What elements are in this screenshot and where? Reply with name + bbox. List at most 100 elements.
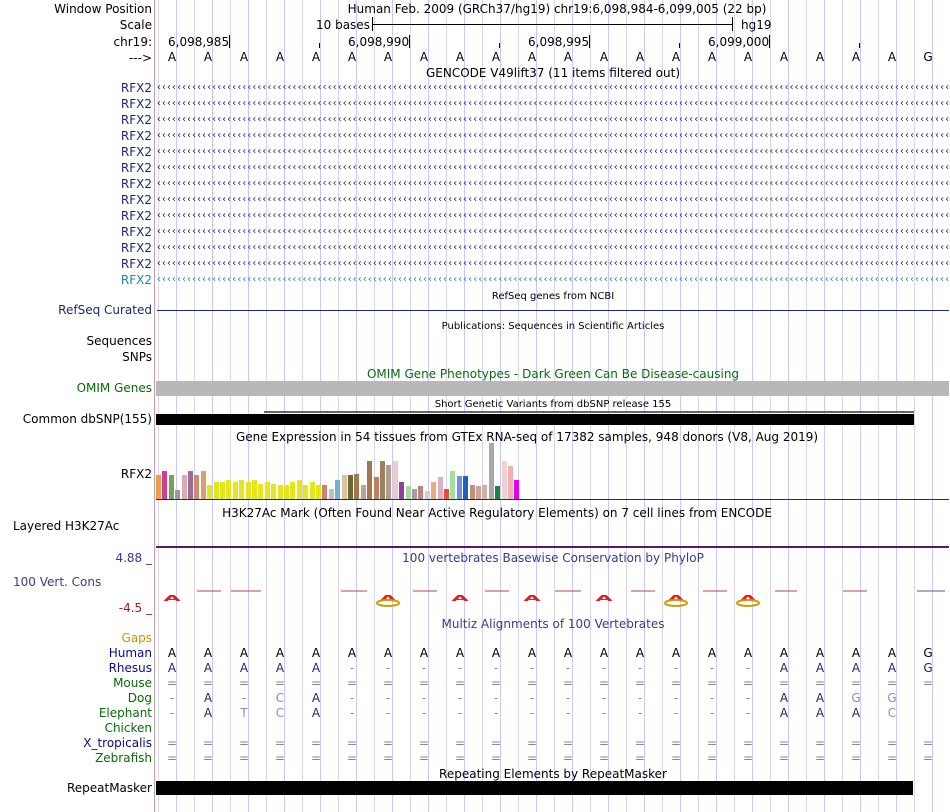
layered-h3k27ac-label[interactable]: Layered H3K27Ac	[13, 519, 120, 533]
species-label[interactable]: Rhesus	[108, 661, 152, 675]
snps-label[interactable]: SNPs	[122, 350, 152, 364]
gtex-tissue-bar[interactable]	[188, 471, 193, 499]
gtex-tissue-bar[interactable]	[220, 482, 225, 499]
gtex-tissue-bar[interactable]	[373, 477, 379, 499]
gtex-tissue-bar[interactable]	[476, 486, 481, 499]
gtex-tissue-bar[interactable]	[328, 489, 334, 499]
gencode-gene-label[interactable]: RFX2	[120, 145, 152, 159]
gtex-tissue-bar[interactable]	[232, 482, 238, 499]
gtex-tissue-bar[interactable]	[207, 485, 213, 499]
gtex-tissue-bar[interactable]	[322, 485, 328, 499]
refseq-gene-line[interactable]	[157, 310, 949, 311]
species-label[interactable]: Dog	[127, 691, 152, 705]
gtex-tissue-bar[interactable]	[360, 485, 366, 499]
species-label[interactable]: Chicken	[104, 721, 152, 735]
gencode-gene-label[interactable]: RFX2	[120, 273, 152, 287]
gtex-tissue-bar[interactable]	[271, 484, 277, 499]
gencode-gene-label[interactable]: RFX2	[120, 209, 152, 223]
gencode-gene-label[interactable]: RFX2	[120, 97, 152, 111]
h3k27ac-signal-line[interactable]	[156, 546, 949, 548]
omim-track-title[interactable]: OMIM Gene Phenotypes - Dark Green Can Be…	[366, 367, 740, 381]
gencode-transcript-row[interactable]: ‹‹‹‹‹‹‹‹‹‹‹‹‹‹‹‹‹‹‹‹‹‹‹‹‹‹‹‹‹‹‹‹‹‹‹‹‹‹‹‹…	[156, 178, 949, 189]
gtex-tissue-bar[interactable]	[226, 480, 232, 499]
gtex-tissue-bar[interactable]	[156, 475, 161, 499]
gtex-tissue-bar[interactable]	[316, 485, 321, 499]
gencode-gene-label[interactable]: RFX2	[120, 113, 152, 127]
gtex-tissue-bar[interactable]	[168, 475, 174, 499]
gencode-transcript-row[interactable]: ‹‹‹‹‹‹‹‹‹‹‹‹‹‹‹‹‹‹‹‹‹‹‹‹‹‹‹‹‹‹‹‹‹‹‹‹‹‹‹‹…	[156, 98, 949, 109]
gencode-transcript-row[interactable]: ‹‹‹‹‹‹‹‹‹‹‹‹‹‹‹‹‹‹‹‹‹‹‹‹‹‹‹‹‹‹‹‹‹‹‹‹‹‹‹‹…	[156, 194, 949, 205]
gtex-tissue-bar[interactable]	[399, 482, 405, 499]
gtex-tissue-bar[interactable]	[213, 482, 219, 499]
gtex-tissue-bar[interactable]	[181, 475, 187, 499]
gtex-tissue-bar[interactable]	[309, 482, 315, 499]
gtex-tissue-bar[interactable]	[469, 485, 475, 499]
gencode-gene-label[interactable]: RFX2	[120, 177, 152, 191]
gtex-tissue-bar[interactable]	[175, 490, 181, 499]
gtex-tissue-bar[interactable]	[354, 474, 360, 499]
gtex-tissue-bar[interactable]	[194, 475, 200, 499]
h3k27ac-track-title[interactable]: H3K27Ac Mark (Often Found Near Active Re…	[222, 506, 772, 520]
gtex-tissue-bar[interactable]	[495, 486, 501, 499]
gencode-gene-label[interactable]: RFX2	[120, 129, 152, 143]
gtex-tissue-bar[interactable]	[284, 485, 289, 499]
species-label[interactable]: Mouse	[113, 676, 152, 690]
gencode-gene-label[interactable]: RFX2	[120, 81, 152, 95]
dbsnp-variant-bar[interactable]	[156, 414, 914, 425]
gtex-tissue-bar[interactable]	[463, 476, 469, 499]
gtex-tissue-bar[interactable]	[501, 461, 507, 499]
gtex-tissue-bar[interactable]	[431, 482, 437, 499]
gtex-gene-label[interactable]: RFX2	[120, 467, 152, 481]
sequences-label[interactable]: Sequences	[86, 334, 152, 348]
vert-cons-label[interactable]: 100 Vert. Cons	[13, 575, 102, 589]
gtex-tissue-bar[interactable]	[303, 485, 309, 499]
gtex-tissue-bar[interactable]	[290, 482, 296, 499]
gencode-gene-label[interactable]: RFX2	[120, 241, 152, 255]
gtex-tissue-bar[interactable]	[424, 491, 430, 499]
gtex-tissue-bar[interactable]	[456, 476, 462, 499]
gtex-track-title[interactable]: Gene Expression in 54 tissues from GTEx …	[235, 430, 819, 444]
gtex-tissue-bar[interactable]	[277, 485, 283, 499]
gencode-transcript-row[interactable]: ‹‹‹‹‹‹‹‹‹‹‹‹‹‹‹‹‹‹‹‹‹‹‹‹‹‹‹‹‹‹‹‹‹‹‹‹‹‹‹‹…	[156, 258, 949, 269]
gtex-tissue-bar[interactable]	[245, 482, 251, 499]
gencode-track-title[interactable]: GENCODE V49lift37 (11 items filtered out…	[425, 66, 680, 80]
gencode-transcript-row[interactable]: ‹‹‹‹‹‹‹‹‹‹‹‹‹‹‹‹‹‹‹‹‹‹‹‹‹‹‹‹‹‹‹‹‹‹‹‹‹‹‹‹…	[156, 210, 949, 221]
refseq-curated-label[interactable]: RefSeq Curated	[58, 303, 152, 317]
gencode-gene-label[interactable]: RFX2	[120, 257, 152, 271]
gtex-tissue-bar[interactable]	[252, 480, 257, 499]
gtex-tissue-bar[interactable]	[380, 461, 385, 499]
gtex-tissue-bar[interactable]	[392, 461, 398, 499]
omim-gene-bar[interactable]	[156, 381, 949, 396]
gtex-tissue-bar[interactable]	[341, 475, 347, 499]
gtex-tissue-bar[interactable]	[508, 466, 513, 499]
gencode-transcript-row[interactable]: ‹‹‹‹‹‹‹‹‹‹‹‹‹‹‹‹‹‹‹‹‹‹‹‹‹‹‹‹‹‹‹‹‹‹‹‹‹‹‹‹…	[156, 274, 949, 285]
gencode-gene-label[interactable]: RFX2	[120, 193, 152, 207]
dbsnp-track-title[interactable]: Short Genetic Variants from dbSNP releas…	[434, 399, 672, 410]
species-label[interactable]: Human	[108, 646, 152, 660]
gtex-tissue-bar[interactable]	[482, 485, 488, 499]
gencode-gene-label[interactable]: RFX2	[120, 225, 152, 239]
gencode-gene-label[interactable]: RFX2	[120, 161, 152, 175]
gtex-tissue-bar[interactable]	[405, 486, 411, 499]
gtex-tissue-bar[interactable]	[418, 486, 424, 499]
gtex-tissue-bar[interactable]	[488, 443, 494, 499]
gencode-transcript-row[interactable]: ‹‹‹‹‹‹‹‹‹‹‹‹‹‹‹‹‹‹‹‹‹‹‹‹‹‹‹‹‹‹‹‹‹‹‹‹‹‹‹‹…	[156, 82, 949, 93]
gencode-transcript-row[interactable]: ‹‹‹‹‹‹‹‹‹‹‹‹‹‹‹‹‹‹‹‹‹‹‹‹‹‹‹‹‹‹‹‹‹‹‹‹‹‹‹‹…	[156, 226, 949, 237]
gtex-tissue-bar[interactable]	[162, 471, 168, 499]
gencode-transcript-row[interactable]: ‹‹‹‹‹‹‹‹‹‹‹‹‹‹‹‹‹‹‹‹‹‹‹‹‹‹‹‹‹‹‹‹‹‹‹‹‹‹‹‹…	[156, 114, 949, 125]
gtex-tissue-bar[interactable]	[258, 484, 264, 499]
gtex-tissue-bar[interactable]	[450, 471, 456, 499]
gtex-tissue-bar[interactable]	[264, 482, 270, 499]
omim-genes-label[interactable]: OMIM Genes	[76, 381, 152, 395]
gtex-expression-bars[interactable]	[156, 443, 556, 499]
repeatmasker-track-title[interactable]: Repeating Elements by RepeatMasker	[439, 767, 667, 781]
dbsnp-deletion-line[interactable]	[264, 411, 914, 413]
multiz-track-title[interactable]: Multiz Alignments of 100 Vertebrates	[441, 617, 665, 631]
species-label[interactable]: X_tropicalis	[83, 736, 152, 750]
repeatmasker-element-bar[interactable]	[156, 781, 913, 795]
gencode-transcript-row[interactable]: ‹‹‹‹‹‹‹‹‹‹‹‹‹‹‹‹‹‹‹‹‹‹‹‹‹‹‹‹‹‹‹‹‹‹‹‹‹‹‹‹…	[156, 146, 949, 157]
gtex-tissue-bar[interactable]	[437, 477, 443, 499]
phylop-track-title[interactable]: 100 vertebrates Basewise Conservation by…	[402, 551, 704, 565]
gtex-tissue-bar[interactable]	[367, 461, 373, 499]
